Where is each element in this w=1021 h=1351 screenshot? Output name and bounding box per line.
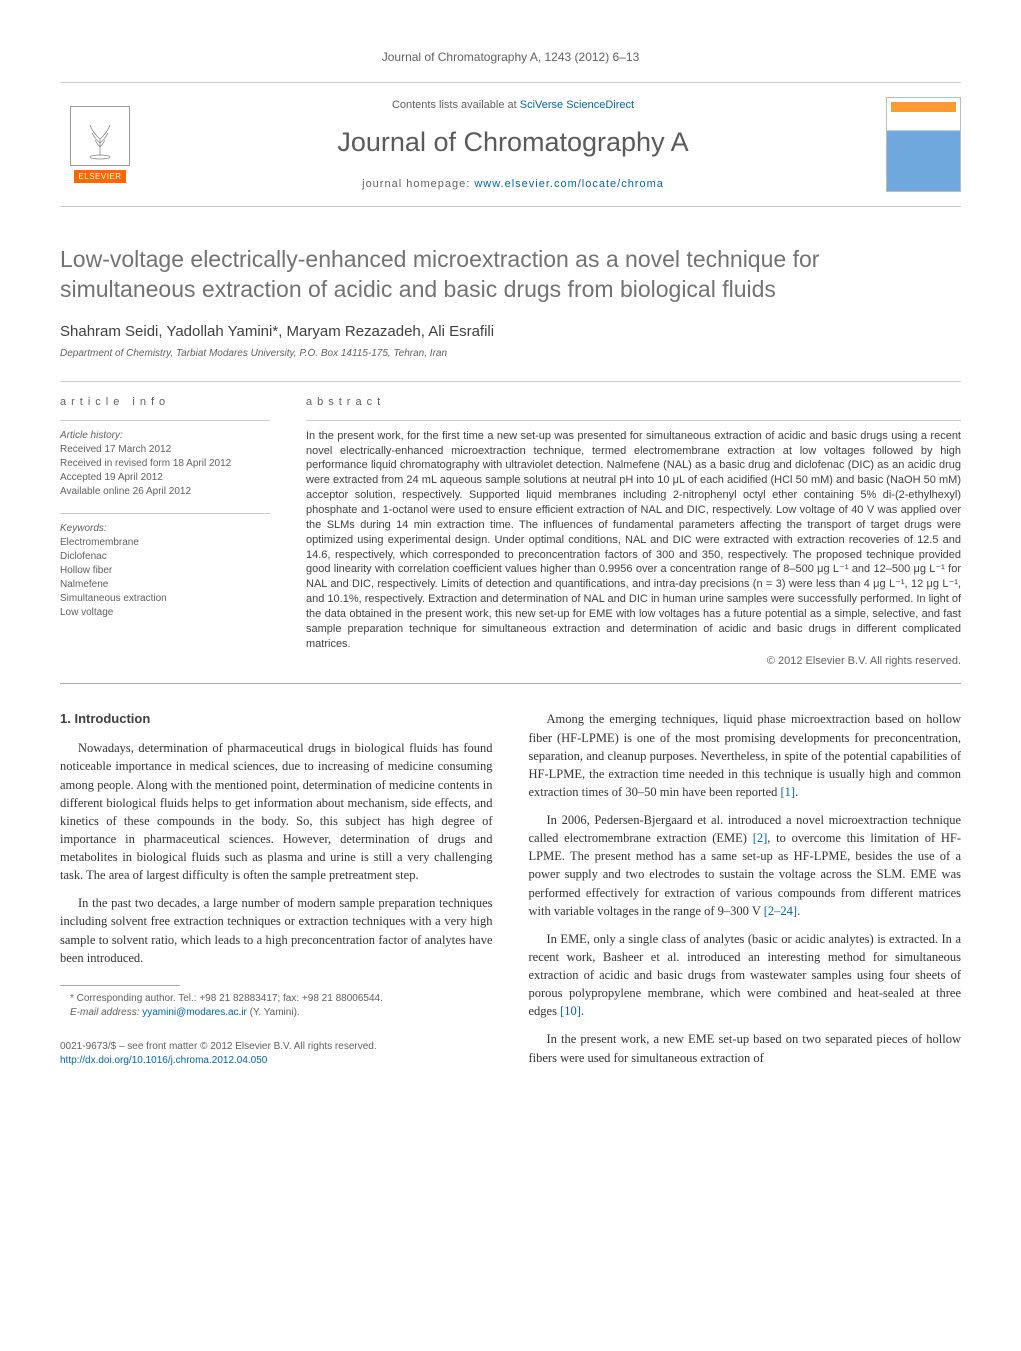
bottom-metadata: 0021-9673/$ – see front matter © 2012 El… xyxy=(60,1040,493,1068)
divider xyxy=(60,381,961,382)
history-accepted: Accepted 19 April 2012 xyxy=(60,471,270,485)
body-paragraph: In EME, only a single class of analytes … xyxy=(529,930,962,1021)
history-received: Received 17 March 2012 xyxy=(60,443,270,457)
front-matter-line: 0021-9673/$ – see front matter © 2012 El… xyxy=(60,1040,493,1054)
paragraph-text: Among the emerging techniques, liquid ph… xyxy=(529,712,962,799)
body-column-right: Among the emerging techniques, liquid ph… xyxy=(529,710,962,1076)
body-columns: 1. Introduction Nowadays, determination … xyxy=(60,710,961,1076)
email-footnote: E-mail address: yyamini@modares.ac.ir (Y… xyxy=(60,1006,493,1020)
paragraph-text: . xyxy=(797,904,800,918)
contents-available-line: Contents lists available at SciVerse Sci… xyxy=(160,99,866,111)
paragraph-text: . xyxy=(795,785,798,799)
footnote-separator xyxy=(60,985,180,986)
body-column-left: 1. Introduction Nowadays, determination … xyxy=(60,710,493,1076)
citation-link[interactable]: [2] xyxy=(753,831,768,845)
keywords-label: Keywords: xyxy=(60,522,270,536)
keyword: Low voltage xyxy=(60,606,270,620)
history-label: Article history: xyxy=(60,429,270,443)
paragraph-text: In EME, only a single class of analytes … xyxy=(529,932,962,1019)
keyword: Simultaneous extraction xyxy=(60,592,270,606)
keyword: Diclofenac xyxy=(60,550,270,564)
keyword: Nalmefene xyxy=(60,578,270,592)
citation-link[interactable]: [1] xyxy=(781,785,796,799)
masthead: ELSEVIER Contents lists available at Sci… xyxy=(60,82,961,207)
body-paragraph: In 2006, Pedersen-Bjergaard et al. intro… xyxy=(529,811,962,920)
homepage-link[interactable]: www.elsevier.com/locate/chroma xyxy=(474,178,664,190)
journal-title: Journal of Chromatography A xyxy=(160,127,866,158)
homepage-line: journal homepage: www.elsevier.com/locat… xyxy=(160,178,866,190)
body-paragraph: Among the emerging techniques, liquid ph… xyxy=(529,710,962,801)
publisher-logo: ELSEVIER xyxy=(60,100,140,190)
elsevier-tree-icon xyxy=(70,106,130,166)
email-label: E-mail address: xyxy=(70,1007,142,1018)
abstract-label: abstract xyxy=(306,396,961,408)
keywords-block: Keywords: Electromembrane Diclofenac Hol… xyxy=(60,513,270,620)
journal-cover-thumbnail xyxy=(886,97,961,192)
body-paragraph: In the past two decades, a large number … xyxy=(60,894,493,967)
paragraph-text: . xyxy=(581,1004,584,1018)
email-suffix: (Y. Yamini). xyxy=(247,1007,300,1018)
abstract-text: In the present work, for the first time … xyxy=(306,420,961,652)
abstract-copyright: © 2012 Elsevier B.V. All rights reserved… xyxy=(306,655,961,667)
divider xyxy=(60,683,961,684)
contents-prefix: Contents lists available at xyxy=(392,99,520,111)
body-paragraph: Nowadays, determination of pharmaceutica… xyxy=(60,739,493,884)
abstract-column: abstract In the present work, for the fi… xyxy=(306,396,961,668)
keyword: Hollow fiber xyxy=(60,564,270,578)
history-revised: Received in revised form 18 April 2012 xyxy=(60,457,270,471)
affiliation: Department of Chemistry, Tarbiat Modares… xyxy=(60,348,961,359)
citation-link[interactable]: [10] xyxy=(560,1004,581,1018)
section-heading-introduction: 1. Introduction xyxy=(60,710,493,729)
doi-link[interactable]: http://dx.doi.org/10.1016/j.chroma.2012.… xyxy=(60,1055,267,1066)
author-email-link[interactable]: yyamini@modares.ac.ir xyxy=(142,1007,247,1018)
homepage-prefix: journal homepage: xyxy=(362,178,474,190)
keyword: Electromembrane xyxy=(60,536,270,550)
corresponding-author-footnote: * Corresponding author. Tel.: +98 21 828… xyxy=(60,992,493,1006)
article-info-column: article info Article history: Received 1… xyxy=(60,396,270,668)
journal-citation: Journal of Chromatography A, 1243 (2012)… xyxy=(60,50,961,64)
sciencedirect-link[interactable]: SciVerse ScienceDirect xyxy=(520,99,634,111)
author-list: Shahram Seidi, Yadollah Yamini*, Maryam … xyxy=(60,323,961,340)
article-history-block: Article history: Received 17 March 2012 … xyxy=(60,420,270,499)
article-info-label: article info xyxy=(60,396,270,408)
body-paragraph: In the present work, a new EME set-up ba… xyxy=(529,1030,962,1066)
citation-link[interactable]: [2–24] xyxy=(764,904,797,918)
publisher-name: ELSEVIER xyxy=(74,170,125,183)
article-title: Low-voltage electrically-enhanced microe… xyxy=(60,245,961,305)
info-abstract-row: article info Article history: Received 1… xyxy=(60,396,961,668)
history-online: Available online 26 April 2012 xyxy=(60,485,270,499)
masthead-center: Contents lists available at SciVerse Sci… xyxy=(160,99,866,190)
